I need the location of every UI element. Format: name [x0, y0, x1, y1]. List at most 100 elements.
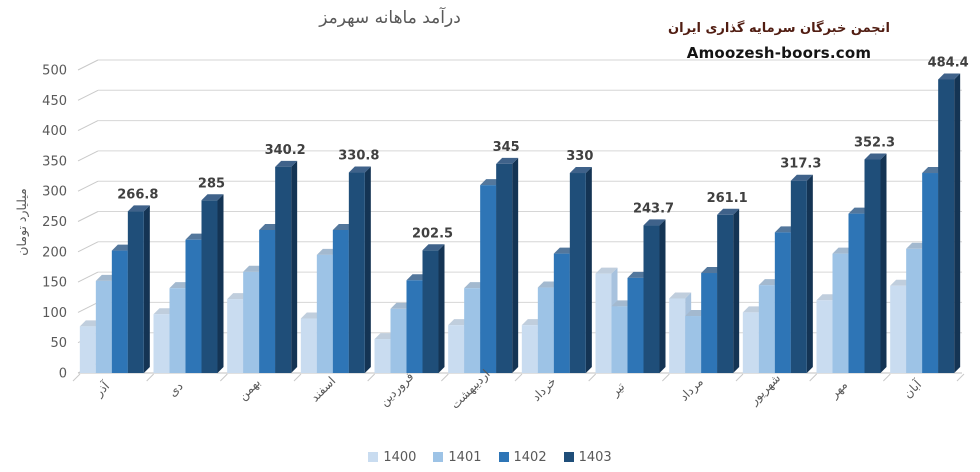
bar-side-face: [954, 73, 961, 373]
bar-1402-بهمن: [259, 229, 276, 373]
y-tick-label: 200: [42, 245, 67, 260]
legend-item-1401: 1401: [433, 449, 482, 465]
data-label: 317.3: [780, 157, 821, 172]
bar-1400-مهر: [816, 300, 833, 373]
bar-1401-فروردین: [390, 308, 407, 373]
y-tick-label: 300: [42, 185, 67, 200]
bar-side-face: [143, 205, 150, 373]
gridline-depth-tick: [77, 150, 99, 162]
x-category-label: خرداد: [529, 374, 559, 404]
bar-1403-آبان: [938, 79, 955, 373]
gridline-depth-tick: [77, 180, 99, 192]
data-label: 261.1: [707, 191, 748, 206]
bar-1401-مهر: [832, 253, 849, 373]
watermark: انجمن خبرگان سرمایه گذاری ایران Amoozesh…: [648, 20, 910, 63]
bar-top-face: [790, 174, 813, 181]
bar-1402-اسفند: [332, 229, 349, 373]
x-category-label: مهر: [826, 378, 850, 402]
legend-label: 1401: [448, 449, 482, 465]
bar-top-face: [569, 167, 592, 174]
bar-1403-تیر: [643, 225, 660, 373]
x-axis-depth-tick: [146, 373, 155, 382]
x-axis-depth-tick: [440, 373, 449, 382]
x-axis-depth-tick: [367, 373, 376, 382]
data-label: 266.8: [117, 187, 158, 202]
bar-1401-شهریور: [758, 285, 775, 373]
bar-1402-خرداد: [553, 253, 570, 373]
legend-item-1400: 1400: [368, 450, 416, 465]
legend-swatch: [368, 452, 379, 462]
bar-1402-آبان: [922, 173, 939, 373]
x-category-label: شهریور: [746, 371, 784, 409]
gridline-depth-tick: [77, 120, 99, 132]
x-axis-depth-tick: [735, 373, 744, 382]
bar-top-face: [201, 194, 224, 201]
bar-top-face: [717, 208, 740, 215]
bar-side-face: [291, 160, 298, 373]
y-tick-label: 50: [50, 336, 67, 351]
bar-top-face: [348, 166, 371, 173]
x-axis-depth-tick: [514, 373, 523, 382]
bar-1402-اردیبهشت: [480, 185, 497, 373]
gridline-depth-tick: [77, 59, 99, 71]
data-label: 330: [566, 149, 593, 164]
bar-side-face: [512, 157, 519, 373]
bar-side-face: [659, 219, 666, 373]
y-tick-label: 450: [42, 94, 67, 109]
bar-top-face: [643, 219, 666, 226]
bar-1402-فروردین: [406, 280, 423, 373]
x-axis-depth-tick: [293, 373, 302, 382]
bar-side-face: [217, 194, 224, 373]
bar-1400-شهریور: [742, 312, 759, 373]
bar-1403-مرداد: [717, 214, 734, 373]
bar-1401-دی: [169, 288, 186, 373]
bar-1403-اسفند: [348, 172, 365, 373]
bar-side-face: [880, 153, 887, 373]
x-category-label: بهمن: [236, 375, 264, 403]
data-label: 202.5: [412, 226, 453, 241]
x-category-label: مرداد: [677, 375, 707, 405]
bar-top-face: [864, 153, 887, 160]
data-label: 285: [198, 176, 225, 191]
x-axis-depth-tick: [882, 373, 891, 382]
legend-label: 1403: [578, 449, 612, 465]
data-label: 484.4: [928, 55, 969, 70]
y-tick-label: 500: [42, 64, 67, 79]
gridline-depth-tick: [77, 89, 99, 101]
bar-top-face: [275, 160, 298, 167]
chart-title: درآمد ماهانه سهرمز: [319, 8, 461, 28]
x-category-label: آذر: [91, 378, 114, 401]
legend-swatch: [433, 452, 444, 462]
x-axis-depth-tick: [219, 373, 228, 382]
bar-1403-خرداد: [569, 173, 586, 373]
x-axis-depth-tick: [956, 373, 965, 382]
bar-1400-آبان: [890, 285, 907, 373]
bar-1401-آذر: [95, 280, 112, 373]
bar-top-face: [127, 205, 150, 212]
bar-1402-آذر: [111, 250, 128, 373]
bar-1403-شهریور: [790, 180, 807, 373]
watermark-line2: Amoozesh-boors.com: [686, 43, 872, 62]
bar-1401-خرداد: [537, 287, 554, 373]
y-tick-label: 350: [42, 154, 67, 169]
data-label: 330.8: [338, 149, 379, 164]
y-tick-label: 0: [59, 367, 67, 382]
x-category-label: اسفند: [308, 374, 339, 405]
bar-1402-مرداد: [701, 273, 718, 373]
bar-side-face: [585, 167, 592, 373]
x-axis-depth-tick: [588, 373, 597, 382]
legend-label: 1400: [383, 449, 417, 465]
y-tick-label: 100: [42, 306, 67, 321]
gridline-depth-tick: [77, 301, 99, 313]
bar-1402-مهر: [848, 213, 865, 373]
watermark-line1: انجمن خبرگان سرمایه گذاری ایران: [668, 21, 890, 36]
bar-1401-اسفند: [316, 254, 333, 373]
bar-1400-خرداد: [521, 325, 538, 373]
bar-1402-شهریور: [774, 232, 791, 373]
data-label: 352.3: [854, 136, 895, 151]
legend-item-1403: 1403: [563, 449, 612, 465]
bar-top-face: [669, 292, 692, 299]
bar-1403-اردیبهشت: [496, 163, 513, 373]
